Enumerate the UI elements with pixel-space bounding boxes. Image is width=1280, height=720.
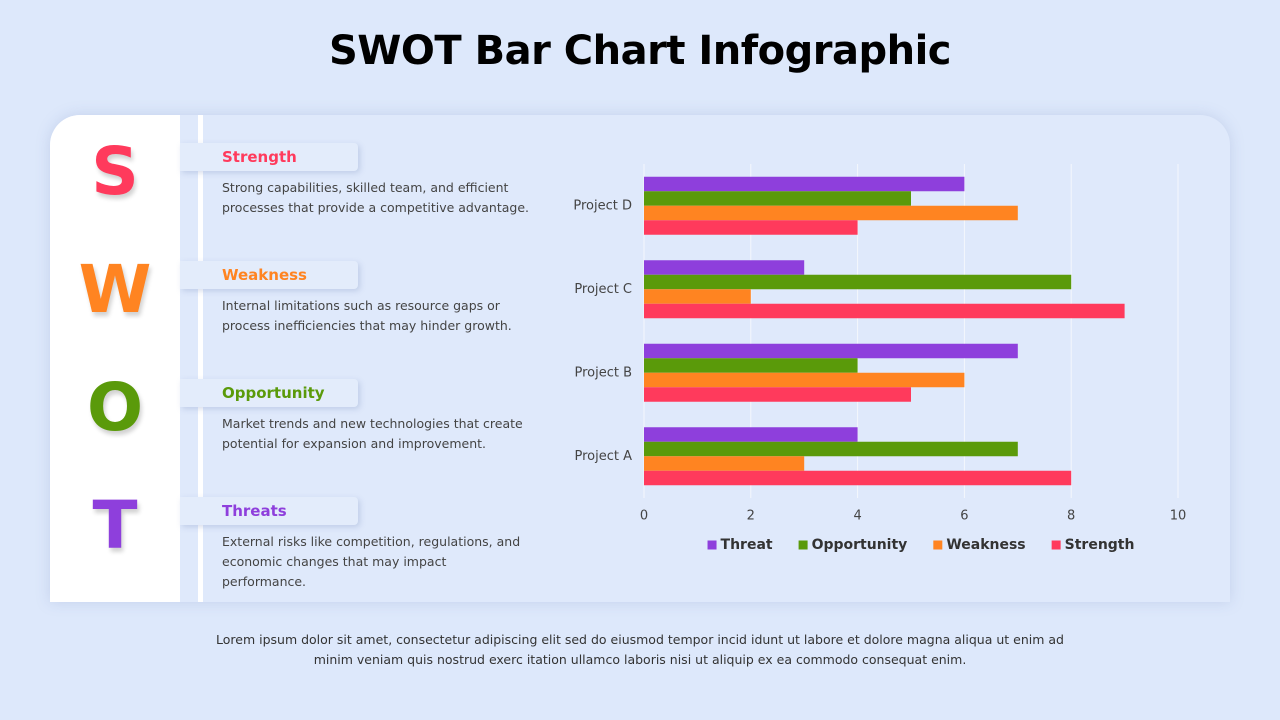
- swot-heading: Weakness: [222, 266, 307, 284]
- bar: [644, 220, 858, 235]
- bar: [644, 456, 805, 471]
- heading-tab: [180, 497, 358, 525]
- legend-label: Weakness: [946, 537, 1025, 553]
- y-tick-label: Project A: [574, 449, 632, 464]
- bar: [644, 260, 805, 275]
- legend-swatch: [1051, 540, 1061, 550]
- bar: [644, 274, 1072, 290]
- bar: [644, 470, 1072, 486]
- bar: [644, 358, 858, 373]
- bar: [644, 427, 858, 442]
- legend-swatch: [798, 540, 808, 550]
- bar: [644, 205, 1018, 221]
- x-tick-label: 4: [853, 509, 861, 524]
- legend-label: Opportunity: [812, 537, 908, 553]
- x-tick-label: 6: [960, 509, 968, 524]
- swot-text: Strong capabilities, skilled team, and e…: [222, 180, 529, 215]
- bar: [644, 372, 965, 388]
- y-tick-label: Project D: [573, 198, 632, 213]
- legend-label: Threat: [721, 537, 773, 553]
- x-tick-label: 10: [1170, 509, 1187, 524]
- swot-heading: Strength: [222, 148, 297, 166]
- bar: [644, 387, 911, 402]
- bar: [644, 441, 1018, 457]
- x-tick-label: 0: [640, 509, 648, 524]
- legend-swatch: [707, 540, 717, 550]
- swot-letter: O: [86, 369, 144, 446]
- swot-text: Market trends and new technologies that …: [222, 416, 523, 451]
- swot-letter: S: [91, 133, 139, 210]
- footer-text: Lorem ipsum dolor sit amet, consectetur …: [216, 632, 1064, 667]
- swot-letter: T: [92, 487, 138, 564]
- y-tick-label: Project C: [574, 282, 632, 297]
- swot-text: External risks like competition, regulat…: [222, 534, 521, 589]
- divider: [198, 115, 203, 602]
- x-tick-label: 8: [1067, 509, 1075, 524]
- legend-label: Strength: [1065, 537, 1135, 553]
- legend-swatch: [933, 540, 943, 550]
- x-tick-label: 2: [747, 509, 755, 524]
- card: S Strength Strong capabilities, skilled te…: [50, 115, 1230, 602]
- swot-text: Internal limitations such as resource ga…: [222, 298, 512, 333]
- heading-tab: [180, 379, 358, 407]
- page-title: SWOT Bar Chart Infographic: [329, 28, 952, 74]
- bar: [644, 191, 911, 206]
- swot-heading: Threats: [222, 502, 287, 520]
- heading-tab: [180, 261, 358, 289]
- swot-letter: W: [78, 251, 152, 328]
- bar: [644, 343, 1018, 359]
- bar: [644, 289, 751, 304]
- heading-tab: [180, 143, 358, 171]
- swot-heading: Opportunity: [222, 384, 325, 402]
- y-tick-label: Project B: [574, 365, 632, 380]
- letter-strip: [50, 115, 180, 602]
- bar: [644, 176, 965, 192]
- bar: [644, 303, 1125, 319]
